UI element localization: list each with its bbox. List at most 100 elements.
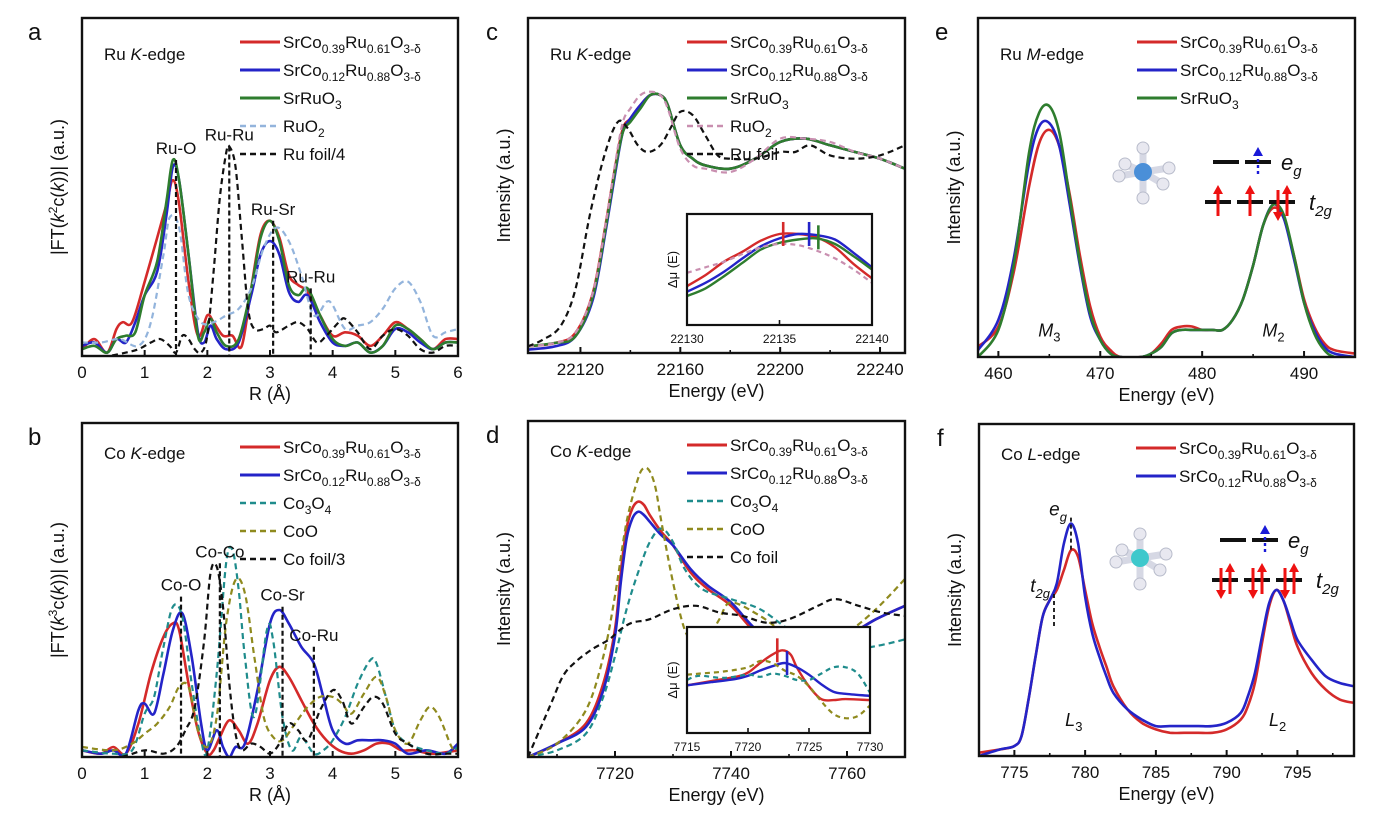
panel-a: a Ru-O Ru-Ru Ru-Sr Ru-Ru 0 1 2 3 4 5 6 R (Å) |FT(k2c(… xyxy=(28,16,463,404)
legend-label: RuO2 xyxy=(283,117,325,140)
panel-label: b xyxy=(28,424,41,451)
ligand-atom xyxy=(1136,191,1150,205)
edge-title: Ru K-edge xyxy=(550,45,631,64)
edge-title: Ru M-edge xyxy=(1000,45,1084,64)
plot-frame xyxy=(526,419,907,759)
inset-c: 22130 22135 22140 Δμ (E) xyxy=(665,212,889,346)
series-group xyxy=(82,144,458,356)
annotation-label: Ru-Sr xyxy=(251,200,296,219)
series-line-co3o4 xyxy=(82,545,458,757)
x-tick-label: 1 xyxy=(140,764,149,783)
annotation-label: Co-O xyxy=(161,576,202,595)
panel-d: d 7720 7740 7760 Energy (eV) Intensity (a.u.)… xyxy=(486,419,907,805)
inset-d: 7715 7720 7725 7730 Δμ (E) xyxy=(665,625,884,754)
arrow-head xyxy=(1280,590,1290,599)
inset-x-tick-label: 7730 xyxy=(857,740,884,754)
legend: SrCo0.39Ru0.61O3-δ SrCo0.12Ru0.88O3-δ Co3O… xyxy=(687,436,868,567)
arrow-head xyxy=(1216,590,1226,599)
series-line-srco0-39ru0-61o3- xyxy=(82,621,458,757)
legend-label: SrCo0.39Ru0.61O3-δ xyxy=(283,33,421,56)
arrow-head xyxy=(1245,185,1255,194)
arrow-head xyxy=(1225,563,1235,572)
x-tick-label: 775 xyxy=(1000,763,1028,782)
panel-label: d xyxy=(486,422,499,449)
x-axis-label: Energy (eV) xyxy=(1118,385,1214,405)
legend-label: RuO2 xyxy=(730,117,772,140)
series-line-srruo3 xyxy=(978,103,1341,357)
x-tick-label: 3 xyxy=(265,764,274,783)
series-group xyxy=(82,545,458,757)
y-axis-label: Intensity (a.u.) xyxy=(945,533,965,647)
x-axis-label: Energy (eV) xyxy=(1118,784,1214,804)
arrow-head xyxy=(1248,590,1258,599)
inset-series-line xyxy=(687,236,872,298)
inset-series-line xyxy=(687,665,870,694)
inset-frame xyxy=(685,625,872,735)
series-line-srco0-12ru0-88o3- xyxy=(979,522,1354,756)
annotation-label: eg xyxy=(1049,500,1068,525)
annotation-label: t2g xyxy=(1030,576,1051,601)
legend-label: Co3O4 xyxy=(283,494,332,517)
legend-label: SrCo0.12Ru0.88O3-δ xyxy=(283,61,421,84)
x-tick-label: 460 xyxy=(984,364,1012,383)
legend-label: SrCo0.39Ru0.61O3-δ xyxy=(730,33,868,56)
x-tick-label: 4 xyxy=(328,363,337,382)
y-axis-label: Intensity (a.u.) xyxy=(494,532,514,646)
ligand-atom xyxy=(1115,543,1129,557)
x-tick-label: 5 xyxy=(391,764,400,783)
y-axis-label: |FT(k3c(k))| (a.u.) xyxy=(46,522,68,658)
annotation-label: Ru-Ru xyxy=(286,267,335,286)
annotation-label: Co-Sr xyxy=(260,586,305,605)
panel-f: f L3 L2 eg t2g 775 780 785 790 795 Energy (eV) Inte… xyxy=(937,422,1356,804)
panel-label: f xyxy=(937,425,944,452)
x-tick-label: 22200 xyxy=(757,360,804,379)
y-axis-label: |FT(k2c(k))| (a.u.) xyxy=(46,119,68,255)
series-group xyxy=(979,522,1354,756)
legend-label: Co3O4 xyxy=(730,492,779,515)
series-line-ru-foil-4 xyxy=(82,144,458,356)
x-tick-label: 2 xyxy=(203,764,212,783)
legend-label: SrCo0.12Ru0.88O3-δ xyxy=(1180,61,1318,84)
ligand-atom xyxy=(1159,547,1173,561)
series-line-ru-foil xyxy=(528,109,905,348)
inset-x-tick-label: 22140 xyxy=(855,332,889,346)
x-tick-label: 6 xyxy=(453,764,462,783)
x-tick-label: 7760 xyxy=(828,764,866,783)
series-line-ruo2 xyxy=(82,214,458,348)
inset-background xyxy=(687,214,872,325)
edge-title: Co K-edge xyxy=(104,444,185,463)
orbital-diagram: eg t2g xyxy=(1112,141,1332,221)
x-tick-label: 4 xyxy=(328,764,337,783)
inset-series-line xyxy=(687,232,872,293)
ligand-atom xyxy=(1118,157,1132,171)
ligand-atom xyxy=(1112,169,1126,183)
t2g-label: t2g xyxy=(1316,568,1339,598)
eg-label: eg xyxy=(1281,150,1302,180)
inset-x-tick-label: 7715 xyxy=(674,740,701,754)
legend-label: SrCo0.12Ru0.88O3-δ xyxy=(730,61,868,84)
annotation-label: Ru-O xyxy=(156,139,197,158)
panel-label: a xyxy=(28,19,42,46)
legend-label: SrCo0.39Ru0.61O3-δ xyxy=(1180,33,1318,56)
x-tick-label: 780 xyxy=(1071,763,1099,782)
x-tick-label: 480 xyxy=(1188,364,1216,383)
series-line-ruo2 xyxy=(528,90,905,348)
legend: SrCo0.39Ru0.61O3-δ SrCo0.12Ru0.88O3-δ SrRu… xyxy=(240,33,421,164)
annotation-label: L3 xyxy=(1065,710,1082,734)
edge-title: Co L-edge xyxy=(1001,445,1080,464)
arrow-head xyxy=(1282,185,1292,194)
octahedron-structure-icon xyxy=(1109,527,1173,591)
panel-c: c 22120 22160 22200 22240 Energy (eV) Intensit… xyxy=(486,16,907,401)
series-group xyxy=(528,90,905,351)
inset-x-tick-label: 22130 xyxy=(670,332,704,346)
inset-series-line xyxy=(687,659,870,720)
annotation-label: M2 xyxy=(1262,321,1284,345)
plot-frame xyxy=(976,16,1357,359)
series-group xyxy=(978,103,1355,357)
arrow-head xyxy=(1260,525,1270,534)
arrow-head xyxy=(1273,212,1283,221)
x-axis-label: Energy (eV) xyxy=(668,785,764,805)
plot-frame xyxy=(526,16,907,355)
x-tick-label: 3 xyxy=(265,363,274,382)
